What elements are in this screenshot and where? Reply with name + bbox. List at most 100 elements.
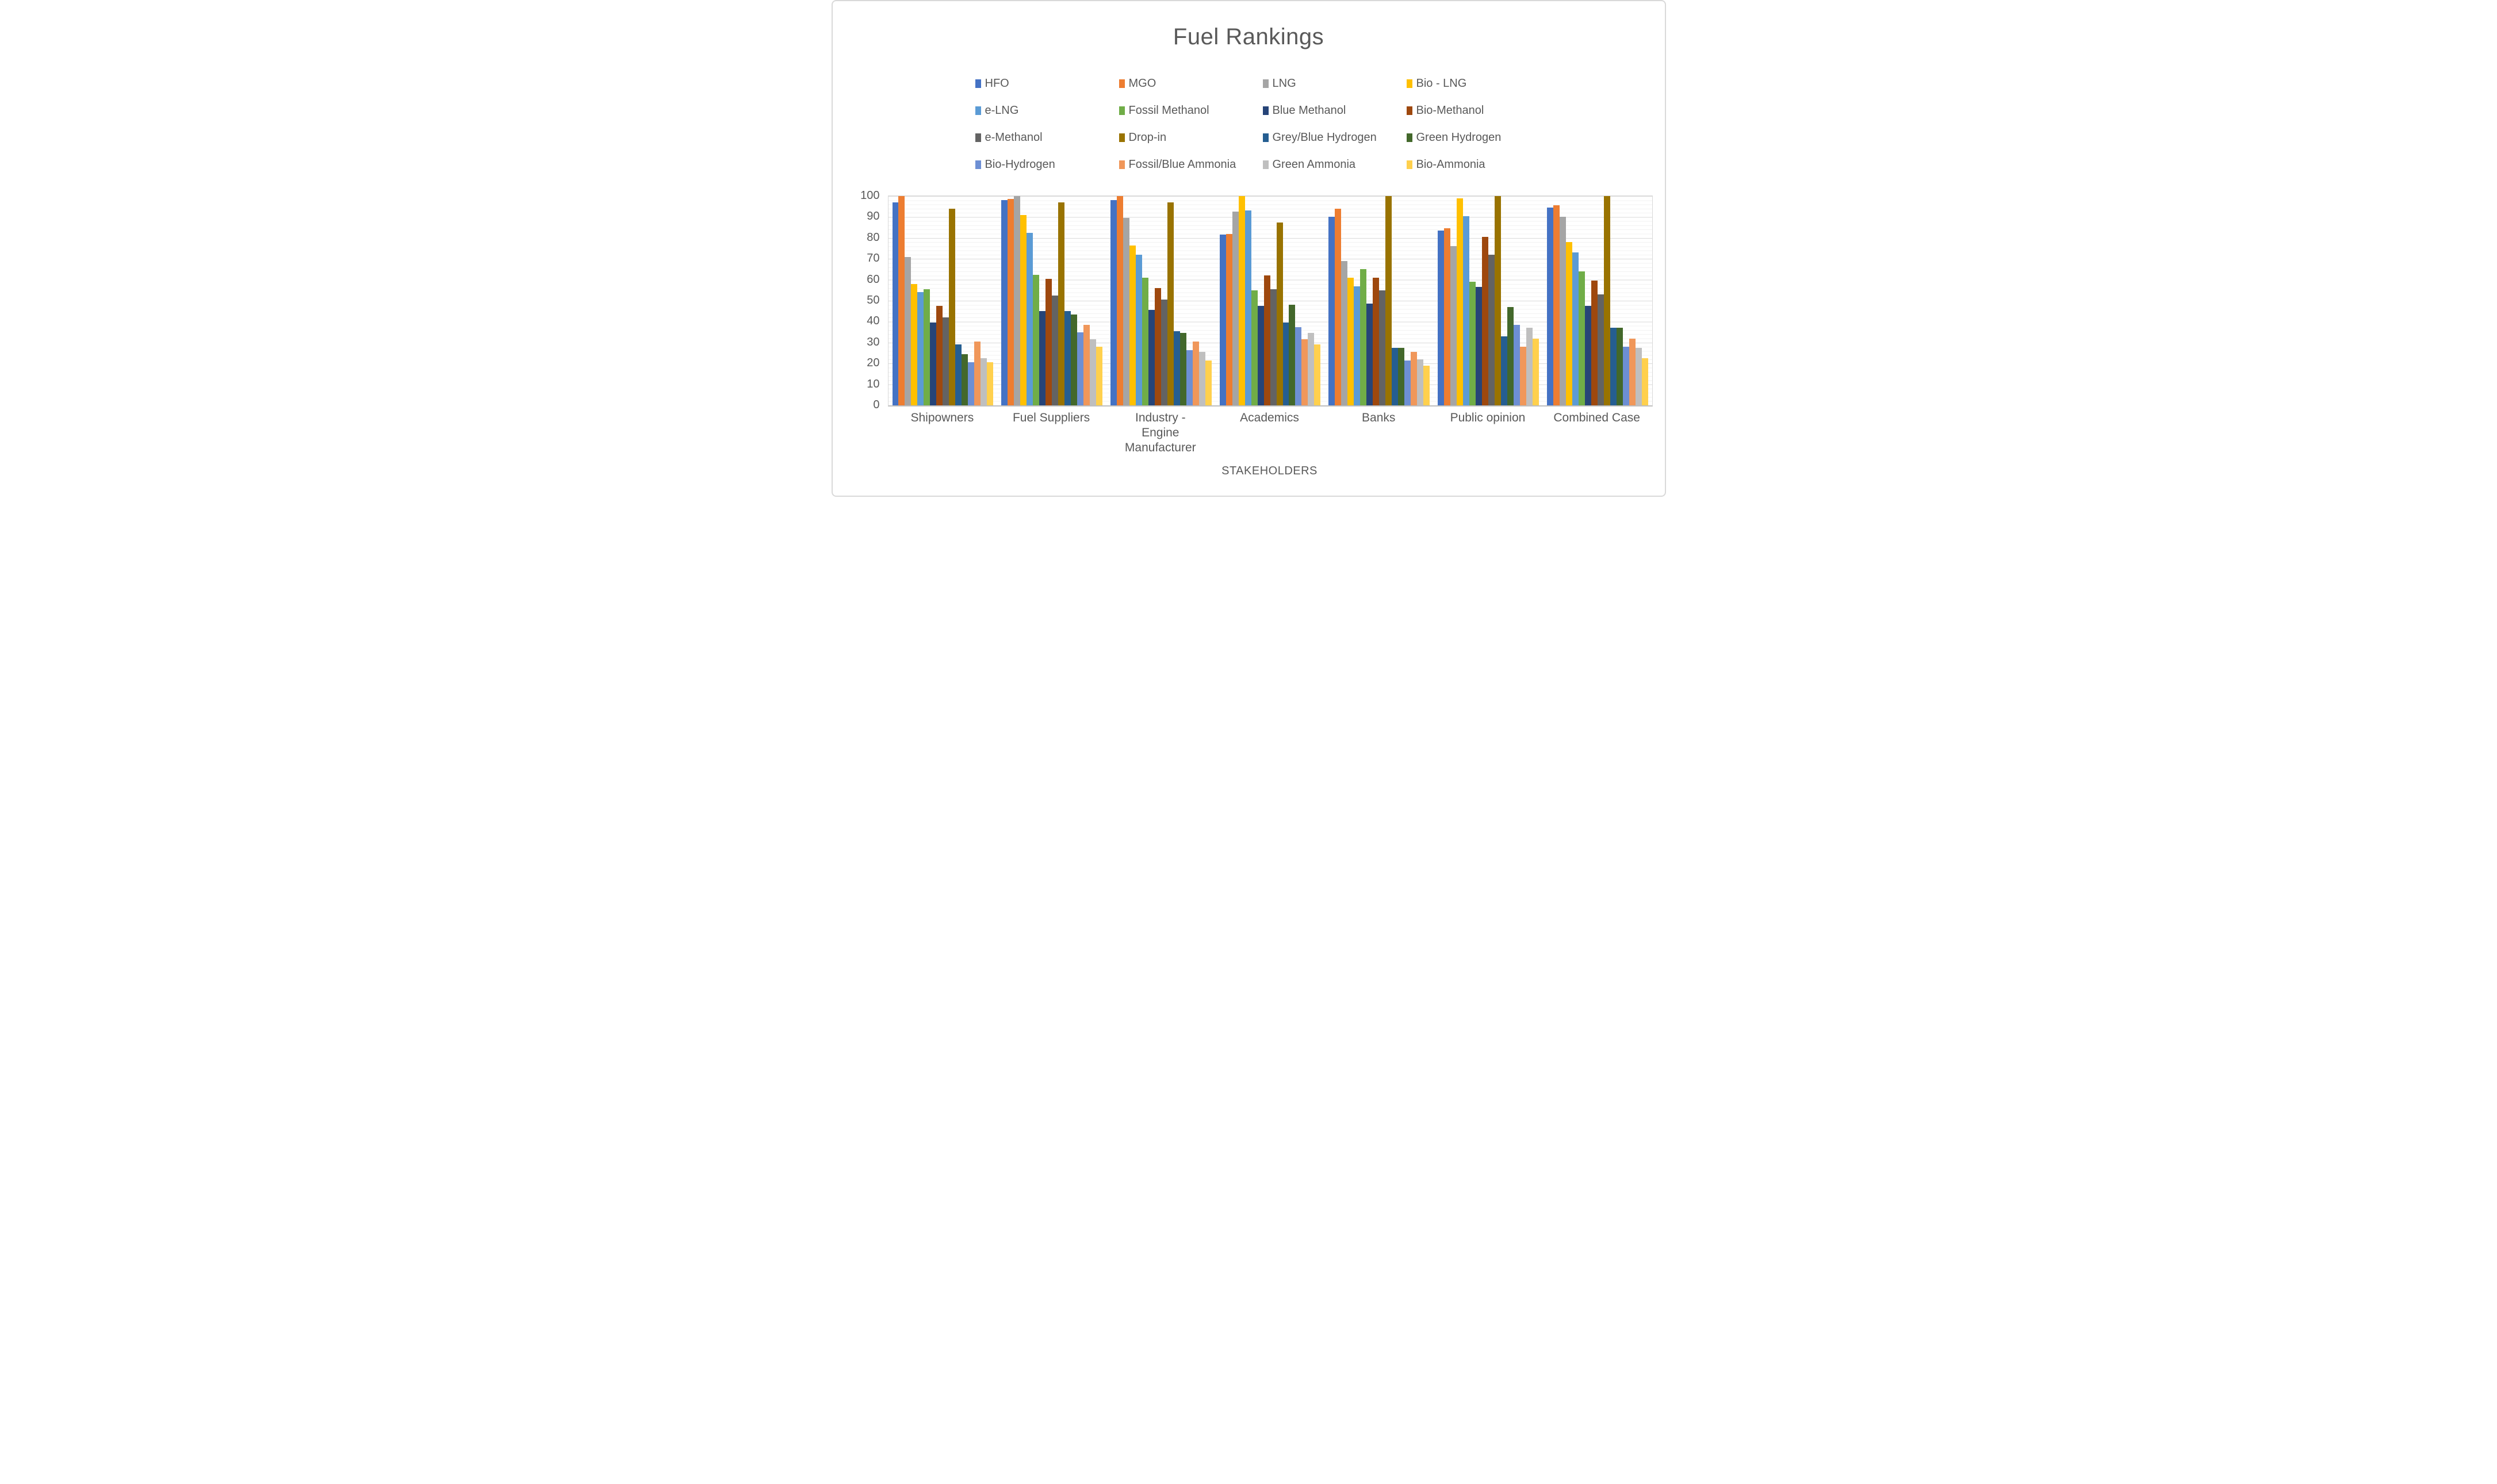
bar-bio-hydrogen bbox=[1622, 347, 1629, 405]
bar-fossil-blue-ammonia bbox=[1629, 338, 1636, 405]
legend-item-bio-lng: Bio - LNG bbox=[1406, 77, 1467, 90]
legend-item-grey-blue-hydrogen: Grey/Blue Hydrogen bbox=[1262, 131, 1377, 144]
category-label-academics: Academics bbox=[1240, 411, 1299, 424]
bar-drop-in bbox=[1058, 202, 1065, 405]
bar-group-public-opinion bbox=[1434, 196, 1543, 405]
bar-bio-hydrogen bbox=[1186, 350, 1193, 405]
legend-label: Blue Methanol bbox=[1272, 104, 1346, 117]
legend-item-green-ammonia: Green Ammonia bbox=[1262, 158, 1355, 171]
legend-item-drop-in: Drop-in bbox=[1119, 131, 1167, 144]
legend-label: MGO bbox=[1128, 77, 1156, 90]
bar-mgo bbox=[1116, 196, 1123, 405]
legend-label: Green Hydrogen bbox=[1416, 131, 1502, 144]
legend-swatch-e-methanol bbox=[975, 133, 981, 142]
bar-bio-lng bbox=[1347, 277, 1354, 405]
bar-bio-lng bbox=[1129, 245, 1136, 405]
bar-bio-ammonia bbox=[1096, 347, 1102, 405]
category-label-public-opinion: Public opinion bbox=[1450, 411, 1526, 424]
legend-swatch-green-hydrogen bbox=[1406, 133, 1412, 142]
bar-bio-methanol bbox=[1481, 236, 1488, 405]
bar-e-lng bbox=[1244, 210, 1251, 405]
bar-hfo bbox=[1219, 235, 1226, 405]
legend-item-fossil-methanol: Fossil Methanol bbox=[1119, 104, 1209, 117]
bar-fossil-methanol bbox=[1251, 290, 1258, 405]
bar-fossil-methanol bbox=[924, 289, 930, 405]
bar-grey-blue-hydrogen bbox=[1500, 336, 1507, 405]
legend-swatch-green-ammonia bbox=[1262, 160, 1269, 169]
legend-label: Bio - LNG bbox=[1416, 77, 1467, 90]
bar-green-hydrogen bbox=[962, 354, 968, 405]
bar-bio-hydrogen bbox=[968, 362, 975, 405]
bar-green-ammonia bbox=[1198, 352, 1205, 405]
bar-group-banks bbox=[1324, 196, 1434, 405]
legend-item-blue-methanol: Blue Methanol bbox=[1262, 104, 1346, 117]
bar-bio-lng bbox=[1565, 242, 1572, 405]
x-axis-labels: Shipowners Fuel Suppliers Industry - Engin… bbox=[888, 411, 1652, 455]
bar-e-methanol bbox=[1161, 300, 1167, 405]
legend-swatch-bio-methanol bbox=[1406, 106, 1412, 115]
y-tick-label-80: 80 bbox=[867, 231, 880, 244]
bar-e-methanol bbox=[1379, 290, 1386, 405]
bar-e-lng bbox=[917, 292, 924, 405]
bar-hfo bbox=[1328, 217, 1335, 405]
bar-blue-methanol bbox=[1257, 306, 1264, 405]
chart-legend: HFO MGO LNG Bio - LNG e-LNG Fossil Methanol Bl… bbox=[975, 70, 1550, 177]
y-tick-label-90: 90 bbox=[867, 210, 880, 223]
bar-mgo bbox=[1444, 228, 1451, 405]
legend-swatch-grey-blue-hydrogen bbox=[1262, 133, 1269, 142]
legend-swatch-e-lng bbox=[975, 106, 981, 115]
legend-swatch-blue-methanol bbox=[1262, 106, 1269, 115]
y-tick-label-70: 70 bbox=[867, 252, 880, 265]
bar-e-methanol bbox=[1597, 294, 1604, 405]
bar-bio-methanol bbox=[1373, 277, 1380, 405]
bar-lng bbox=[1450, 246, 1457, 405]
bar-green-ammonia bbox=[981, 358, 987, 405]
legend-item-lng: LNG bbox=[1262, 77, 1296, 90]
legend-item-mgo: MGO bbox=[1119, 77, 1156, 90]
bar-drop-in bbox=[949, 208, 956, 405]
bar-lng bbox=[1014, 196, 1021, 405]
fuel-rankings-chart: Fuel Rankings HFO MGO LNG Bio - LNG e-LNG Fos… bbox=[831, 0, 1666, 497]
bar-lng bbox=[1123, 218, 1129, 405]
legend-label: e-LNG bbox=[985, 104, 1019, 117]
bar-lng bbox=[1232, 212, 1239, 405]
bar-bio-methanol bbox=[1045, 278, 1052, 405]
bar-fossil-blue-ammonia bbox=[974, 341, 981, 405]
bar-fossil-blue-ammonia bbox=[1519, 347, 1526, 405]
bar-fossil-methanol bbox=[1578, 271, 1585, 405]
legend-item-bio-hydrogen: Bio-Hydrogen bbox=[975, 158, 1055, 171]
legend-label: e-Methanol bbox=[985, 131, 1043, 144]
plot-area bbox=[887, 195, 1653, 407]
legend-item-hfo: HFO bbox=[975, 77, 1009, 90]
legend-swatch-lng bbox=[1262, 79, 1269, 88]
bar-fossil-blue-ammonia bbox=[1192, 341, 1199, 405]
legend-item-bio-methanol: Bio-Methanol bbox=[1406, 104, 1484, 117]
bar-hfo bbox=[892, 202, 899, 405]
bar-green-hydrogen bbox=[1071, 314, 1078, 405]
bar-group-academics bbox=[1216, 196, 1325, 405]
bar-green-hydrogen bbox=[1507, 306, 1514, 405]
bar-e-methanol bbox=[1052, 295, 1059, 405]
bar-blue-methanol bbox=[1476, 287, 1482, 405]
legend-item-e-lng: e-LNG bbox=[975, 104, 1019, 117]
bar-bio-lng bbox=[911, 283, 918, 405]
bar-hfo bbox=[1001, 200, 1008, 405]
bar-drop-in bbox=[1276, 222, 1283, 405]
bar-fossil-blue-ammonia bbox=[1411, 352, 1418, 405]
bar-bio-ammonia bbox=[1205, 360, 1212, 405]
y-tick-label-60: 60 bbox=[867, 273, 880, 286]
legend-item-fossil-blue-ammonia: Fossil/Blue Ammonia bbox=[1119, 158, 1236, 171]
bar-group-fuel-suppliers bbox=[997, 196, 1106, 405]
legend-swatch-mgo bbox=[1119, 79, 1125, 88]
bar-green-ammonia bbox=[1526, 328, 1533, 405]
legend-swatch-bio-lng bbox=[1406, 79, 1412, 88]
bar-e-lng bbox=[1354, 286, 1361, 405]
legend-label: Drop-in bbox=[1128, 131, 1167, 144]
bar-e-lng bbox=[1463, 216, 1470, 405]
bar-bio-methanol bbox=[1591, 281, 1598, 405]
bar-green-ammonia bbox=[1308, 333, 1315, 405]
y-tick-label-10: 10 bbox=[867, 377, 880, 390]
category-label-fuel-suppliers: Fuel Suppliers bbox=[1012, 411, 1090, 424]
bar-hfo bbox=[1546, 208, 1553, 405]
bar-drop-in bbox=[1385, 196, 1392, 405]
